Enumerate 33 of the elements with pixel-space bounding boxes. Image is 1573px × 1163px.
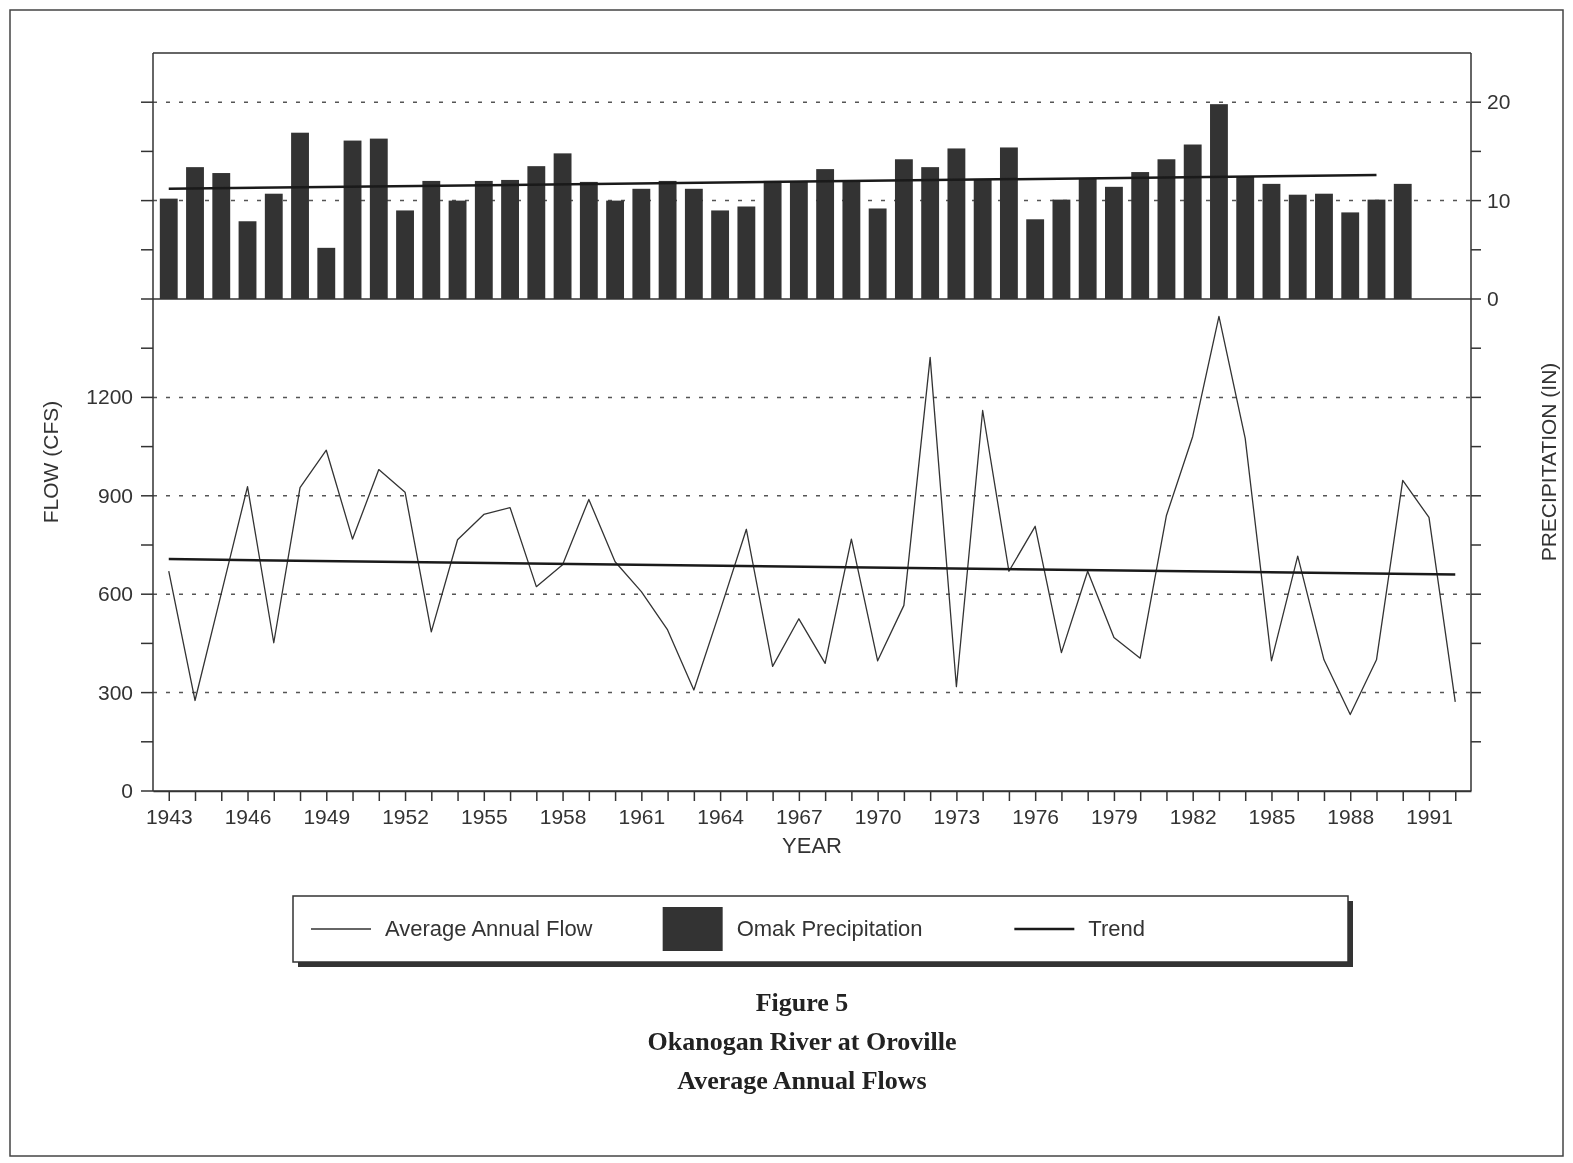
y-axis-title: FLOW (CFS): [39, 400, 62, 524]
y2-tick-label: 10: [1487, 188, 1511, 212]
x-tick-label: 1967: [776, 804, 823, 828]
x-tick-label: 1976: [1012, 804, 1060, 828]
x-tick-label: 1973: [933, 804, 981, 828]
x-tick-label: 1988: [1327, 804, 1375, 828]
x-tick-label: 1982: [1169, 804, 1217, 828]
text: Okanogan River at Oroville Average Annual Flows: [647, 1027, 957, 1095]
x-tick-label: 1943: [145, 804, 193, 828]
x-tick-label: 1964: [697, 804, 745, 828]
x-tick-label: 1979: [1091, 804, 1138, 828]
text: Figure 5: [755, 988, 849, 1017]
legend-label: Trend: [1088, 916, 1145, 941]
x-axis-title: YEAR: [782, 833, 842, 858]
y-tick-label: 1200: [86, 385, 133, 409]
x-tick-label: 1952: [382, 804, 429, 828]
x-tick-label: 1955: [460, 804, 508, 828]
legend-label: Omak Precipitation: [736, 916, 923, 941]
x-tick-label: 1958: [539, 804, 587, 828]
x-tick-label: 1949: [303, 804, 351, 828]
y2-tick-label: 0: [1487, 287, 1499, 310]
x-tick-label: 1946: [224, 804, 272, 828]
y-tick-label: 0: [121, 779, 133, 802]
y-tick-label: 900: [97, 483, 133, 507]
y2-tick-label: 20: [1487, 90, 1511, 114]
x-tick-label: 1961: [618, 804, 666, 828]
legend-label: Average Annual Flow: [385, 916, 593, 941]
y2-axis-title: PRECIPITATION (IN): [1537, 362, 1560, 562]
x-tick-label: 1991: [1406, 804, 1453, 828]
y-tick-label: 600: [97, 582, 133, 606]
y-tick-label: 300: [97, 680, 133, 704]
x-tick-label: 1985: [1248, 804, 1296, 828]
x-tick-label: 1970: [854, 804, 902, 828]
